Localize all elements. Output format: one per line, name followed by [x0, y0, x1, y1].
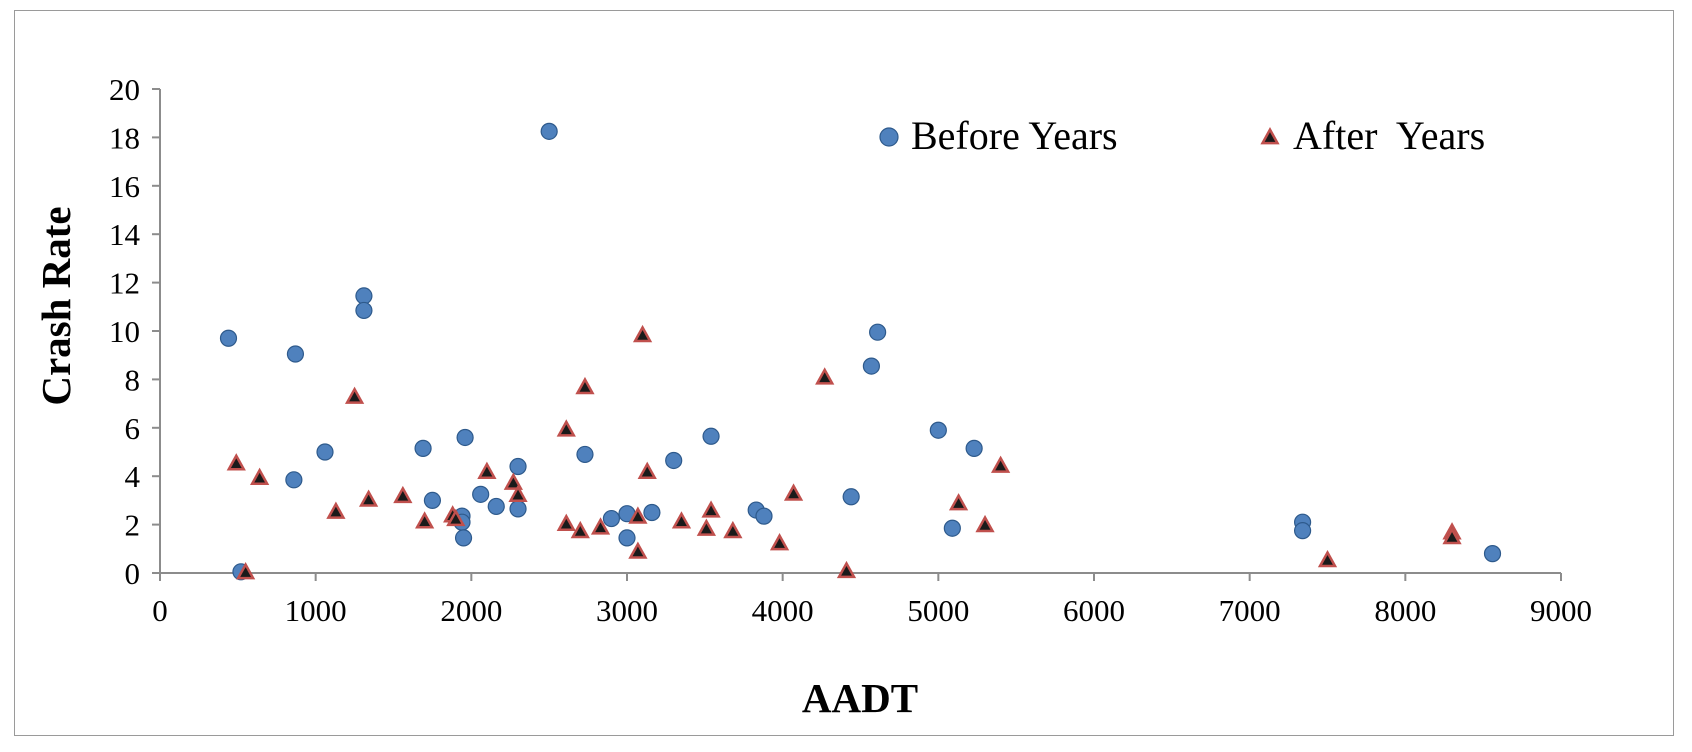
before-point	[755, 507, 773, 525]
before-point	[355, 287, 373, 305]
x-tick-label: 0	[152, 593, 168, 628]
y-tick-label: 2	[125, 508, 141, 543]
before-point	[414, 439, 432, 457]
after-point	[326, 501, 346, 519]
after-point	[446, 508, 466, 527]
after-point	[836, 560, 857, 579]
before-point	[286, 345, 305, 363]
after-point	[508, 484, 528, 502]
after-point	[556, 419, 576, 437]
before-point	[1483, 545, 1502, 563]
legend-item-before: Before Years	[879, 113, 1118, 158]
before-point	[665, 451, 683, 470]
after-point	[769, 533, 790, 551]
x-tick-label: 8000	[1374, 593, 1436, 628]
y-tick-label: 18	[109, 120, 140, 155]
x-tick-label: 1000	[285, 593, 347, 628]
before-point	[702, 427, 720, 445]
x-tick-label: 5000	[907, 593, 969, 628]
after-point	[235, 562, 256, 580]
after-point	[1317, 549, 1338, 568]
data-points	[219, 122, 1502, 581]
y-tick-label: 16	[109, 169, 140, 204]
before-point	[472, 485, 490, 503]
after-point	[815, 367, 835, 385]
after-point	[415, 511, 435, 529]
before-point	[643, 503, 661, 522]
before-point	[842, 488, 860, 506]
y-tick-label: 6	[125, 411, 141, 446]
before-point	[869, 323, 887, 341]
before-point	[456, 428, 474, 447]
after-point	[990, 455, 1011, 473]
after-point	[570, 520, 590, 539]
before-point	[509, 457, 527, 476]
x-axis-ticks: 0 1000 2000 3000 4000 5000 6000 7000 8000 9000	[152, 573, 1592, 628]
after-point	[226, 453, 246, 471]
before-point	[316, 443, 334, 461]
legend-item-after: After Years	[1260, 113, 1485, 158]
before-point	[602, 509, 621, 528]
y-axis-ticks: 0 2 4 6 8 10 12 14 16 18 20	[109, 72, 160, 591]
after-point	[477, 461, 497, 479]
after-point	[671, 511, 692, 529]
legend-marker-circle	[879, 127, 899, 147]
after-point	[632, 324, 653, 343]
before-point	[219, 329, 238, 347]
after-point	[637, 461, 657, 479]
x-tick-label: 2000	[440, 593, 502, 628]
before-point	[862, 357, 880, 375]
legend-label-after: After Years	[1293, 113, 1485, 158]
y-tick-label: 8	[125, 362, 141, 397]
after-point	[250, 467, 270, 485]
before-point	[576, 445, 594, 464]
before-point	[355, 301, 373, 320]
chart-frame	[14, 10, 1674, 736]
after-point	[696, 518, 717, 536]
after-point	[393, 485, 413, 504]
after-point	[358, 489, 379, 507]
before-point	[929, 421, 947, 439]
before-point	[423, 491, 442, 509]
y-tick-label: 10	[109, 314, 140, 349]
before-point	[454, 529, 473, 547]
legend: Before Years After Years	[879, 113, 1485, 158]
after-point	[503, 472, 523, 490]
y-tick-label: 4	[125, 459, 141, 494]
y-tick-label: 0	[125, 556, 141, 591]
after-point	[723, 520, 743, 539]
after-point	[628, 506, 648, 524]
after-point	[1442, 526, 1462, 545]
before-point	[487, 497, 505, 516]
x-tick-label: 4000	[752, 593, 814, 628]
x-tick-label: 3000	[596, 593, 658, 628]
after-point	[590, 517, 611, 535]
before-point	[540, 122, 558, 140]
before-point	[509, 500, 527, 518]
y-tick-label: 20	[109, 72, 140, 107]
before-point	[965, 439, 983, 457]
after-point	[975, 514, 995, 533]
legend-marker-triangle	[1260, 127, 1280, 145]
legend-label-before: Before Years	[911, 113, 1118, 158]
x-tick-label: 7000	[1219, 593, 1281, 628]
after-point	[575, 376, 595, 395]
y-tick-label: 12	[109, 266, 140, 301]
x-tick-label: 9000	[1530, 593, 1592, 628]
after-point	[783, 483, 804, 501]
after-point	[948, 493, 969, 511]
after-point	[556, 513, 576, 531]
before-point	[285, 471, 303, 489]
x-tick-label: 6000	[1063, 593, 1125, 628]
before-point	[618, 529, 636, 547]
x-axis-title: AADT	[802, 675, 918, 721]
after-point	[701, 500, 721, 518]
before-point	[943, 519, 961, 537]
y-axis-title: Crash Rate	[33, 206, 79, 405]
after-point	[344, 386, 365, 404]
y-tick-label: 14	[109, 217, 141, 252]
before-point	[1293, 522, 1312, 540]
after-point	[628, 541, 648, 559]
